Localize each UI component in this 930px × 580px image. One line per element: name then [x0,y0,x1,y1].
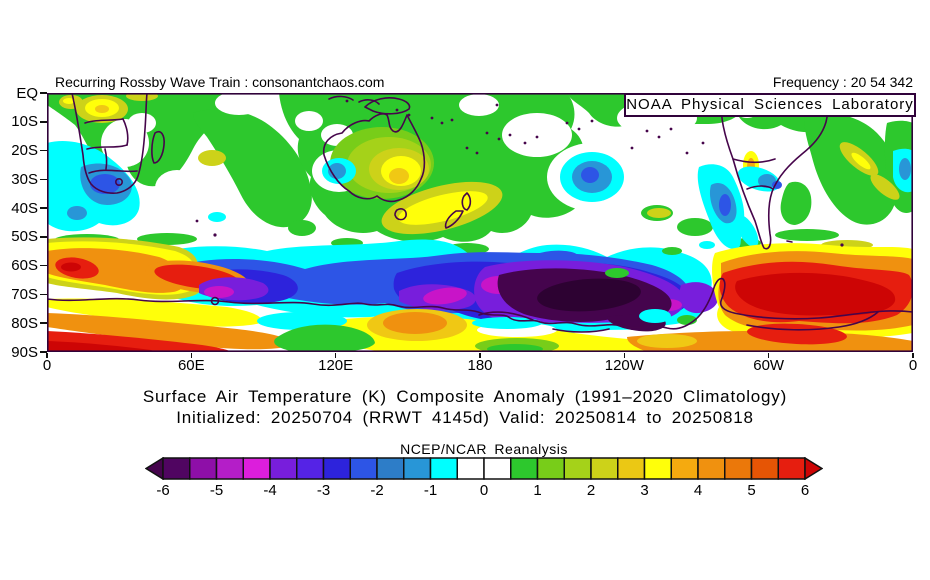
colorbar-tick-label: -6 [156,482,170,499]
colorbar-tick-label: -4 [263,482,277,499]
title-line-2: Initialized: 20250704 (RRWT 4145d) Valid… [176,408,754,427]
tropic-warm-patches [59,91,900,250]
colorbar-tick-label: 1 [533,482,542,499]
colorbar-cell [296,457,325,480]
colorbar-cell [643,457,672,480]
agency-label: NOAA Physical Sciences Laboratory [626,96,914,113]
colorbar-cell [724,457,753,480]
colorbar-cell [215,457,244,480]
colorbar-cell [750,457,779,480]
lat-tick-label: 40S [11,199,38,217]
frequency-label: Frequency : 20 54 342 [772,74,913,90]
lat-tick-mark [40,264,47,267]
colorbar-cell [189,457,218,480]
colorbar-cell [242,457,271,480]
lon-tick-mark [334,352,337,358]
colorbar-tick-label: 5 [747,482,756,499]
colorbar-tick-label: -5 [209,482,224,499]
lon-tick-label: 0 [908,357,918,374]
title-line-1: Surface Air Temperature (K) Composite An… [142,387,788,406]
lat-tick-label: EQ [16,84,38,102]
colorbar-cell [403,457,432,480]
colorbar-cell [670,457,699,480]
lat-tick-label: 20S [11,142,38,160]
lon-tick-mark [46,352,48,358]
colorbar-tick-label: 2 [586,482,596,499]
lon-tick-mark [767,352,770,358]
colorbar-below-range-arrow [145,457,164,480]
colorbar-tick-label: -1 [423,482,438,499]
lat-tick-mark [40,178,47,181]
lon-tick-mark [623,352,626,358]
colorbar-cell [563,457,592,480]
coastlines [46,92,914,333]
colorbar [145,457,823,480]
colorbar-cell [162,457,191,480]
map-border [47,93,914,352]
lat-tick-label: 70S [11,285,38,303]
agency-label-box: NOAA Physical Sciences Laboratory [624,93,916,117]
lon-tick-mark [479,352,481,358]
lon-tick-label: 120E [318,357,354,374]
lat-tick-mark [40,92,47,94]
lat-tick-label: 10S [11,113,38,131]
colorbar-title: NCEP/NCAR Reanalysis [400,441,568,457]
anomaly-map-svg [46,91,914,354]
colorbar-tick-label: 4 [693,482,703,499]
colorbar-cell [697,457,726,480]
lat-tick-mark [40,121,47,123]
watermark-text: Recurring Rossby Wave Train : consonantc… [55,74,385,90]
colorbar-cell [590,457,619,480]
lon-tick-label: 60W [753,357,785,374]
colorbar-cell [322,457,351,480]
lon-tick-mark [912,352,914,358]
colorbar-cell [456,457,485,480]
colorbar-tick-label: 0 [479,482,489,499]
lat-tick-label: 90S [11,343,38,361]
colorbar-cell [536,457,565,480]
subtropic-cold-blobs [47,140,913,250]
lat-tick-mark [40,351,47,353]
lat-tick-mark [40,207,47,209]
lat-tick-mark [40,322,47,324]
lon-tick-label: 120W [604,357,644,374]
lat-tick-label: 80S [11,314,38,332]
lat-tick-mark [40,236,47,238]
lat-tick-mark [40,149,47,152]
colorbar-tick-label: 6 [800,482,810,499]
colorbar-cell [349,457,378,480]
colorbar-cell [429,457,458,480]
island-dots [195,99,844,247]
colorbar-cell [777,457,806,480]
lat-tick-label: 30S [11,170,38,188]
lat-tick-mark [40,293,47,296]
lon-tick-label: 180 [467,357,493,374]
map-frame [46,91,914,354]
colorbar-tick-label: -3 [316,482,331,499]
lat-tick-label: 50S [11,228,38,246]
cold-band-cores [199,247,719,332]
lat-tick-label: 60S [11,257,38,275]
colorbar-cell [483,457,512,480]
lon-tick-label: 0 [42,357,52,374]
colorbar-cell [617,457,646,480]
colorbar-above-range-arrow [804,457,823,480]
lon-tick-label: 60E [177,357,205,374]
colorbar-tick-label: -2 [370,482,384,499]
lon-tick-mark [190,352,193,358]
southern-ocean-warm-right [627,243,913,352]
colorbar-cell [376,457,405,480]
colorbar-cell [269,457,298,480]
colorbar-tick-label: 3 [640,482,649,499]
colorbar-cell [510,457,539,480]
